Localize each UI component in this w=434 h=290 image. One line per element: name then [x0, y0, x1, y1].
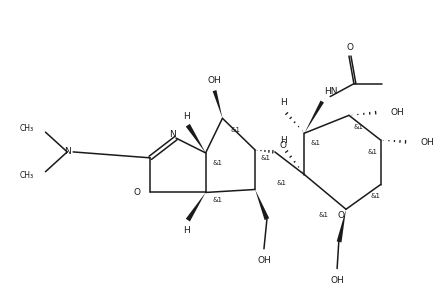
Polygon shape	[254, 189, 269, 220]
Text: CH₃: CH₃	[20, 124, 33, 133]
Text: O: O	[337, 211, 344, 220]
Text: &1: &1	[260, 155, 270, 161]
Text: &1: &1	[230, 127, 240, 133]
Text: O: O	[345, 43, 353, 52]
Text: &1: &1	[353, 124, 363, 130]
Text: HN: HN	[323, 87, 337, 96]
Text: OH: OH	[329, 276, 343, 285]
Text: &1: &1	[276, 180, 286, 186]
Polygon shape	[212, 90, 222, 118]
Text: &1: &1	[310, 140, 320, 146]
Text: O: O	[279, 142, 286, 151]
Polygon shape	[304, 101, 323, 133]
Text: N: N	[168, 130, 175, 139]
Polygon shape	[185, 124, 205, 153]
Text: H: H	[279, 98, 286, 107]
Text: OH: OH	[256, 256, 270, 265]
Text: H: H	[279, 135, 286, 144]
Text: &1: &1	[370, 193, 380, 200]
Polygon shape	[185, 193, 205, 222]
Text: CH₃: CH₃	[20, 171, 33, 180]
Text: &1: &1	[212, 160, 222, 166]
Text: O: O	[133, 188, 140, 197]
Text: H: H	[183, 112, 190, 121]
Text: &1: &1	[318, 212, 328, 218]
Text: OH: OH	[207, 76, 221, 85]
Text: OH: OH	[419, 137, 433, 146]
Text: OH: OH	[390, 108, 403, 117]
Text: H: H	[183, 226, 190, 235]
Text: N: N	[64, 147, 70, 156]
Text: &1: &1	[212, 197, 222, 203]
Text: &1: &1	[367, 149, 377, 155]
Polygon shape	[336, 209, 345, 242]
